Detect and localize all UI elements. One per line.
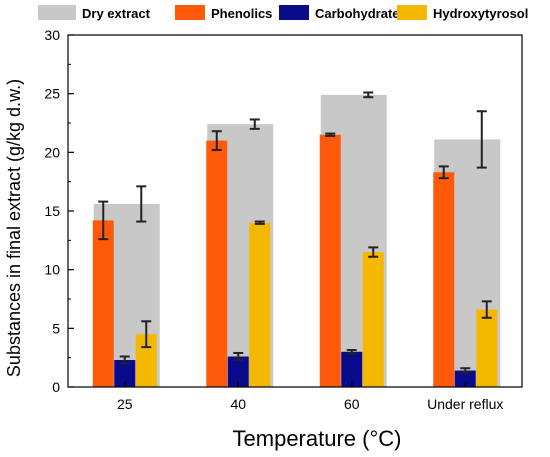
phenolics-error-bar [98, 200, 109, 241]
legend: Dry extract Phenolics Carbohydrates Hydroxy… [38, 5, 528, 21]
phenolics-error-bar [211, 130, 222, 151]
hydroxytyrosol-bar [249, 222, 271, 387]
y-tick-label: 30 [44, 27, 60, 43]
hydroxytyrosol-bar [362, 252, 384, 387]
legend-swatch [38, 5, 76, 20]
x-axis-title: Temperature (°C) [233, 426, 402, 451]
dry-extract-error-bar [249, 118, 260, 130]
carbohydrates-error-bar [119, 355, 130, 365]
hydroxytyrosol-bar [135, 334, 157, 387]
phenolics-error-bar [325, 132, 336, 137]
dry-extract-error-bar [363, 91, 374, 99]
phenolics-bar [206, 140, 228, 387]
axes: 0 5 10 15 20 25 30 25 40 60 Under reflux [44, 27, 523, 412]
error-bars [98, 91, 492, 374]
carbohydrates-error-bar [460, 367, 471, 374]
legend-swatch [279, 5, 309, 20]
y-tick-label: 0 [52, 379, 60, 395]
carbohydrates-bar [454, 370, 476, 387]
hydroxytyrosol-error-bar [254, 220, 265, 225]
hydroxytyrosol-error-bar [481, 300, 492, 319]
carbohydrates-error-bar [346, 349, 357, 355]
legend-label: Dry extract [82, 6, 151, 21]
y-tick-label: 5 [52, 320, 60, 336]
dry-extract-error-bar [136, 185, 147, 223]
x-tick-label: 25 [117, 396, 133, 412]
x-tick-label: 40 [230, 396, 246, 412]
legend-item: Hydroxytyrosol [397, 5, 528, 21]
legend-swatch [397, 5, 427, 20]
phenolics-error-bar [438, 165, 449, 180]
legend-swatch [175, 5, 205, 20]
series-bars [92, 134, 498, 387]
carbohydrates-bar [341, 351, 363, 387]
carbohydrates-bar [114, 360, 136, 387]
legend-item: Phenolics [175, 5, 272, 21]
legend-item: Dry extract [38, 5, 151, 21]
phenolics-bar [319, 134, 341, 387]
hydroxytyrosol-error-bar [368, 246, 379, 258]
y-tick-label: 20 [44, 144, 60, 160]
y-axis-title: Substances in final extract (g/kg d.w.) [4, 79, 24, 377]
hydroxytyrosol-error-bar [141, 320, 152, 349]
phenolics-bar [92, 220, 114, 387]
x-tick-label: 60 [344, 396, 360, 412]
legend-label: Carbohydrates [315, 6, 407, 21]
legend-label: Hydroxytyrosol [433, 6, 528, 21]
x-tick-label: Under reflux [427, 396, 503, 412]
dry-extract-error-bar [476, 110, 487, 169]
legend-label: Phenolics [211, 6, 272, 21]
y-tick-label: 10 [44, 262, 60, 278]
y-tick-label: 25 [44, 86, 60, 102]
y-tick-label: 15 [44, 203, 60, 219]
carbohydrates-bar [227, 356, 249, 387]
carbohydrates-error-bar [233, 351, 244, 362]
legend-item: Carbohydrates [279, 5, 407, 21]
phenolics-bar [433, 172, 455, 387]
hydroxytyrosol-bar [476, 309, 498, 387]
